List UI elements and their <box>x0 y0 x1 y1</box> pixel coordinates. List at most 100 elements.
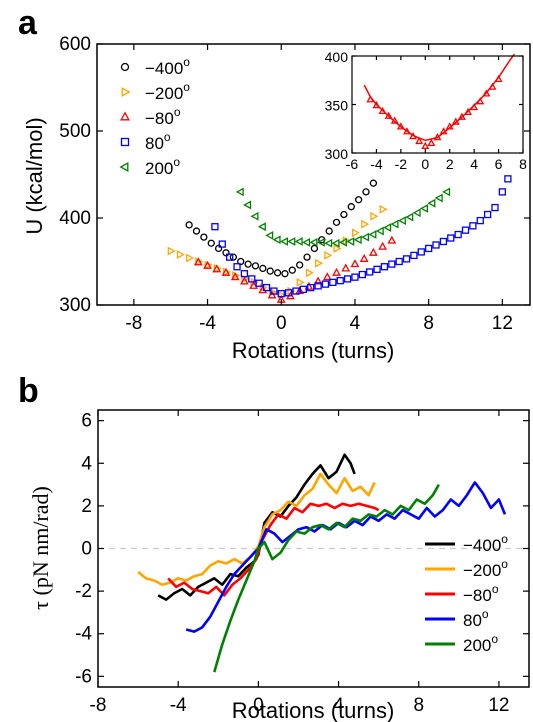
panel-b-ytick-label: 2 <box>81 496 92 517</box>
data-point <box>340 210 348 219</box>
data-point <box>373 265 381 273</box>
data-point <box>343 275 352 283</box>
data-point <box>203 260 212 269</box>
panel-b-xlabel: Rotations (turns) <box>232 698 395 722</box>
data-point <box>368 247 378 256</box>
data-point <box>167 246 176 256</box>
data-point <box>314 282 322 290</box>
data-point <box>358 270 366 279</box>
inset-ytick-label: 350 <box>325 98 349 114</box>
legend-marker <box>120 111 130 121</box>
data-point <box>331 238 340 248</box>
inset-point <box>378 106 387 115</box>
inset-xtick-label: 2 <box>446 156 454 172</box>
data-point <box>244 260 252 268</box>
data-point <box>240 276 249 285</box>
data-point <box>469 222 477 230</box>
data-point <box>333 244 342 253</box>
panel-a-ylabel: U (kcal/mol) <box>22 117 47 234</box>
data-point <box>442 187 451 197</box>
panel-b-letter: b <box>18 372 39 410</box>
data-point <box>295 286 305 295</box>
data-point <box>351 228 360 238</box>
data-point <box>425 244 433 253</box>
inset-point <box>482 89 491 97</box>
inset-ytick-label: 400 <box>325 49 349 65</box>
data-point <box>266 267 274 275</box>
panel-a-xtick-label: 0 <box>276 313 287 334</box>
data-point <box>379 204 388 214</box>
data-point <box>324 251 333 260</box>
panel-b-xtick-label: 4 <box>333 695 344 716</box>
data-point <box>324 238 333 248</box>
data-point <box>380 263 389 271</box>
panel-a-ytick-label: 400 <box>59 208 91 229</box>
series-3-markers <box>211 175 512 298</box>
panel-a-inset: -6 -4 -2 0 2 4 6 8 300 350 400 <box>325 49 527 172</box>
legend-label: −400o <box>463 532 508 555</box>
data-point <box>427 198 436 208</box>
data-point <box>292 287 300 295</box>
inset-point <box>427 138 436 147</box>
legend-label: −200o <box>145 80 190 103</box>
series-line-2 <box>167 502 380 597</box>
data-point <box>265 231 274 240</box>
series-line-4 <box>213 483 440 673</box>
data-point <box>218 240 226 248</box>
legend-label: −80o <box>145 105 181 128</box>
panel-a-ticks: -8 -4 0 4 8 12 300 400 500 600 <box>59 34 530 334</box>
panel-a-xtick-label: 4 <box>350 313 361 334</box>
data-point <box>390 219 399 229</box>
data-point <box>362 188 370 196</box>
series-line-3 <box>185 481 507 633</box>
data-point <box>504 175 512 183</box>
panel-a-ytick-label: 300 <box>59 295 91 316</box>
data-point <box>222 249 230 257</box>
panel-b-xtick-label: 12 <box>488 695 509 716</box>
legend-marker <box>120 137 130 147</box>
inset-point <box>445 122 454 130</box>
inset-point <box>372 101 381 109</box>
inset-xtick-label: -4 <box>370 156 383 172</box>
data-point <box>498 188 507 196</box>
data-point <box>332 218 341 227</box>
data-point <box>237 257 245 266</box>
inset-point <box>457 112 466 120</box>
data-point <box>259 264 267 273</box>
data-point <box>370 211 379 221</box>
inset-point <box>451 117 460 125</box>
inset-ytick-label: 300 <box>325 146 349 162</box>
data-point <box>397 216 406 226</box>
panel-a-xtick-label: 8 <box>423 313 434 334</box>
panel-b-marks <box>137 453 507 673</box>
panel-b-ytick-label: -6 <box>75 666 92 687</box>
data-point <box>211 223 219 231</box>
data-point <box>214 244 223 253</box>
legend-label: 80o <box>145 130 171 153</box>
series-2-markers <box>193 235 397 303</box>
data-point <box>369 179 378 187</box>
data-point <box>303 253 311 261</box>
inset-point <box>409 132 418 140</box>
legend-label: 200o <box>145 155 180 178</box>
data-point <box>483 210 492 219</box>
data-point <box>255 279 263 287</box>
data-point <box>243 200 252 210</box>
panel-a-ytick-label: 500 <box>59 121 91 142</box>
series-line-1 <box>137 472 376 587</box>
data-point <box>321 280 330 288</box>
data-point <box>309 237 318 247</box>
panel-b-xtick-label: -8 <box>90 695 107 716</box>
legend-label: 80o <box>463 607 489 630</box>
data-point <box>405 212 414 222</box>
data-point <box>193 257 203 266</box>
data-point <box>359 253 369 262</box>
data-point <box>395 257 403 266</box>
legend-marker <box>119 162 129 172</box>
data-point <box>233 263 241 271</box>
series-0-markers <box>185 179 378 278</box>
data-point <box>226 253 234 261</box>
data-point <box>273 269 282 277</box>
